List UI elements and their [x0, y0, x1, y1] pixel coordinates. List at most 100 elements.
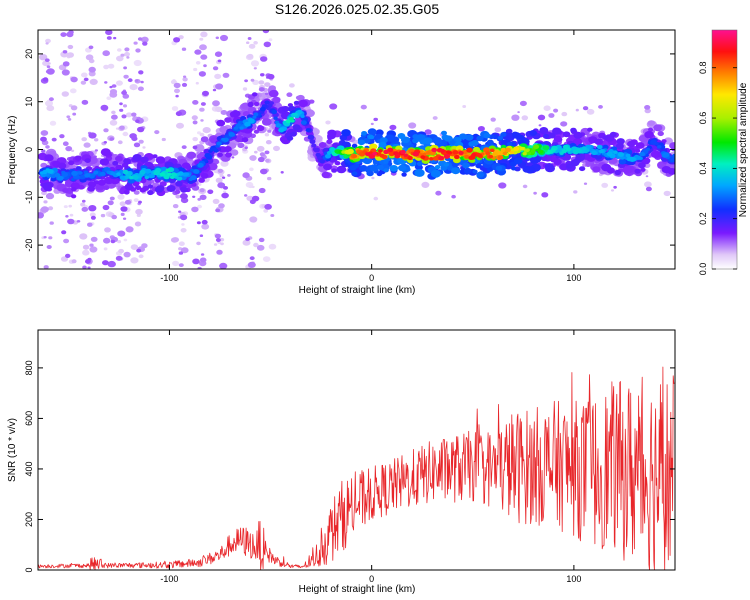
spectrogram-cell	[553, 108, 559, 113]
spectrogram-cell	[135, 48, 141, 53]
spectrogram-cell	[252, 92, 258, 97]
spectrogram-cell	[522, 152, 527, 156]
spectrogram-cell	[483, 133, 491, 139]
spectrogram-cell	[272, 96, 281, 104]
spectrogram-cell	[389, 124, 397, 131]
spectrogram-cell	[84, 158, 91, 164]
spectrogram-cell	[262, 256, 271, 262]
spectrogram-cell	[123, 217, 127, 220]
spectrogram-cell	[163, 174, 170, 180]
spectrogram-cell	[89, 243, 94, 247]
spectrogram-cell	[154, 130, 160, 135]
spectrogram-cell	[352, 154, 357, 158]
spectrogram-cell	[182, 77, 188, 82]
spectrogram-cell	[127, 178, 135, 184]
spectrogram-cell	[504, 147, 511, 153]
spectrogram-cell	[248, 43, 256, 49]
spectrogram-cell	[264, 133, 270, 137]
spectrogram-cell	[517, 111, 520, 114]
spectrogram-cell	[215, 83, 224, 90]
spectrogram-cell	[233, 126, 239, 130]
spectrogram-cell	[83, 77, 89, 82]
spectrogram-cell	[106, 96, 112, 100]
spectrogram-cell	[575, 108, 579, 112]
spectrogram-cell	[71, 187, 77, 192]
spectrogram-cell	[341, 129, 351, 137]
spectrogram-cell	[543, 105, 551, 111]
spectrogram-cell	[371, 176, 375, 180]
spectrogram-cell	[137, 126, 145, 133]
spectrogram-cell	[39, 171, 45, 175]
spectrogram-cell	[615, 143, 624, 150]
spectrogram-cell	[84, 173, 91, 178]
spectrogram-cell	[70, 194, 77, 199]
spectrogram-cell	[186, 151, 197, 159]
spectrogram-cell	[134, 221, 142, 227]
spectrogram-cell	[256, 145, 265, 152]
spectrogram-cell	[488, 154, 494, 159]
x-tick-label: -100	[160, 574, 178, 584]
spectrogram-cell	[261, 118, 272, 126]
spectrogram-cell	[367, 128, 377, 136]
spectrogram-cell	[193, 169, 200, 174]
spectrogram-cell	[94, 149, 98, 152]
spectrogram-cell	[196, 241, 201, 246]
spectrogram-cell	[443, 153, 451, 159]
spectrogram-cell	[88, 132, 97, 139]
spectrogram-cell	[362, 156, 373, 165]
spectrogram-cell	[253, 112, 259, 117]
spectrogram-cell	[597, 144, 603, 150]
spectrogram-cell	[197, 198, 201, 201]
spectrogram-cell	[613, 150, 618, 154]
spectrogram-cell	[127, 78, 133, 83]
spectrogram-cell	[216, 249, 223, 255]
spectrogram-cell	[116, 172, 121, 176]
spectrogram-cell	[50, 176, 57, 182]
spectrogram-cell	[489, 148, 495, 153]
spectrogram-cell	[51, 137, 57, 142]
spectrogram-cell	[180, 186, 188, 193]
spectrogram-cell	[401, 172, 407, 177]
spectrogram-cell	[462, 105, 467, 108]
spectrogram-cell	[300, 114, 305, 119]
spectrogram-cell	[250, 60, 260, 67]
spectrogram-cell	[171, 172, 177, 177]
spectrogram-cell	[195, 81, 199, 85]
spectrogram-cell	[103, 64, 109, 70]
spectrogram-cell	[81, 206, 89, 212]
spectrogram-cell	[394, 153, 401, 159]
spectrogram-cell	[68, 160, 75, 166]
spectrogram-cell	[459, 133, 467, 140]
spectrogram-cell	[181, 82, 188, 87]
spectrogram-cell	[166, 185, 176, 192]
spectrogram-cell	[431, 147, 438, 153]
spectrogram-cell	[326, 151, 332, 155]
spectrogram-cell	[172, 204, 179, 209]
spectrogram-cell	[215, 106, 223, 113]
spectrogram-cell	[465, 134, 474, 141]
spectrogram-cell	[443, 162, 450, 167]
spectrogram-cell	[83, 142, 91, 148]
spectrogram-cell	[97, 179, 106, 186]
spectrogram-cell	[123, 238, 128, 242]
spectrogram-cell	[38, 212, 44, 219]
spectrogram-cell	[591, 150, 597, 156]
spectrogram-cell	[82, 199, 86, 203]
spectrogram-cell	[123, 104, 127, 108]
spectrogram-cell	[175, 94, 179, 98]
spectrogram-cell	[245, 237, 251, 242]
spectrogram-cell	[369, 143, 378, 150]
spectrogram-cell	[62, 188, 69, 193]
spectrogram-cell	[213, 243, 218, 246]
spectrogram-x-axis-label: Height of straight line (km)	[299, 285, 416, 296]
spectrogram-cell	[260, 73, 265, 77]
spectrogram-cell	[191, 206, 199, 213]
spectrogram-cell	[522, 184, 528, 189]
spectrogram-cell	[262, 30, 270, 34]
spectrogram-cell	[70, 105, 78, 111]
spectrogram-cell	[81, 137, 87, 142]
spectrogram-cell	[215, 177, 223, 183]
spectrogram-cell	[408, 122, 417, 129]
spectrogram-cell	[88, 66, 96, 73]
spectrogram-cell	[47, 62, 51, 65]
